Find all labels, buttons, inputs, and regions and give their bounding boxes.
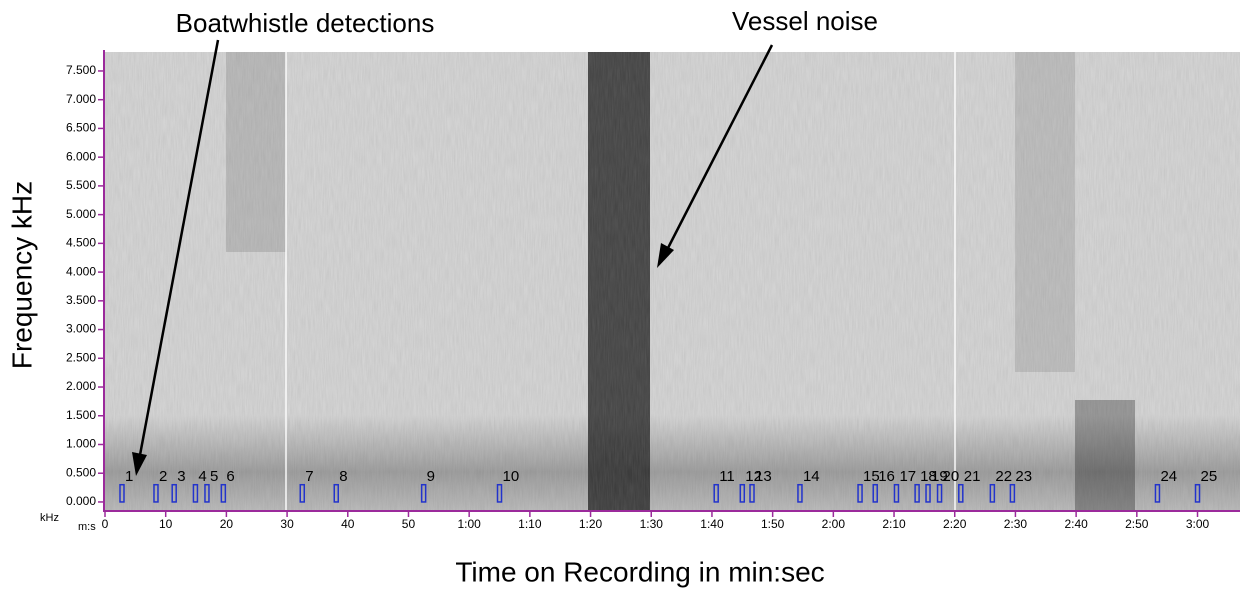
detection-marker xyxy=(204,483,210,503)
x-tick-label: 30 xyxy=(280,517,294,531)
y-tick-label: 4.500 xyxy=(66,236,96,250)
x-tick-label: 10 xyxy=(159,517,173,531)
x-tick-label: 40 xyxy=(341,517,355,531)
detection-marker xyxy=(925,483,931,503)
detection-label: 10 xyxy=(503,468,520,485)
x-tick-label: 3:00 xyxy=(1186,517,1210,531)
x-tick-label: 2:50 xyxy=(1125,517,1149,531)
detection-label: 21 xyxy=(964,468,981,485)
y-tick-label: 6.500 xyxy=(66,121,96,135)
detection-label: 17 xyxy=(899,468,916,485)
detection-marker xyxy=(1194,483,1201,503)
detection-label: 5 xyxy=(210,468,218,485)
detection-label: 12 xyxy=(745,468,762,485)
detection-marker xyxy=(713,483,719,503)
detection-marker xyxy=(958,483,964,503)
detection-marker xyxy=(872,483,878,503)
detection-marker xyxy=(989,483,996,503)
detection-label: 6 xyxy=(226,468,234,485)
detection-marker xyxy=(299,483,306,503)
x-tick-label: 50 xyxy=(402,517,416,531)
x-tick-label: 2:30 xyxy=(1004,517,1028,531)
annotation: Vessel noise xyxy=(732,6,878,36)
detection-marker xyxy=(220,483,227,503)
detection-marker xyxy=(333,483,339,503)
detection-label: 4 xyxy=(198,468,206,485)
x-tick-label: 1:50 xyxy=(761,517,785,531)
detection-marker xyxy=(797,483,803,503)
x-tick-label: 1:40 xyxy=(700,517,724,531)
annotation-arrow xyxy=(132,39,774,476)
x-axis-label: Time on Recording in min:sec xyxy=(455,556,824,587)
detection-label: 14 xyxy=(803,468,820,485)
y-unit: kHz xyxy=(40,512,59,524)
detection-label: 11 xyxy=(719,468,735,485)
x-tick-label: 20 xyxy=(220,517,234,531)
y-tick-label: 3.000 xyxy=(66,322,96,336)
y-axis-label: Frequency kHz xyxy=(6,181,37,369)
x-tick-label: 2:20 xyxy=(943,517,967,531)
y-tick-label: 0.000 xyxy=(66,494,96,508)
detection-marker xyxy=(739,483,746,503)
y-tick-label: 7.000 xyxy=(66,92,96,106)
detection-label: 18 xyxy=(920,468,937,485)
detection-marker xyxy=(171,483,177,503)
detection-label: 13 xyxy=(755,468,772,485)
detection-marker xyxy=(914,483,920,503)
y-tick-label: 3.500 xyxy=(66,293,96,307)
detection-marker xyxy=(192,483,199,503)
detection-label: 7 xyxy=(305,468,313,485)
y-tick-label: 4.000 xyxy=(66,264,96,278)
detection-marker xyxy=(749,483,755,503)
x-tick-label: 1:10 xyxy=(518,517,542,531)
y-tick-label: 2.500 xyxy=(66,350,96,364)
detection-marker xyxy=(893,483,900,503)
detection-marker xyxy=(857,483,863,503)
detection-label: 2 xyxy=(159,468,167,485)
x-tick-label: 2:10 xyxy=(882,517,906,531)
x-tick-label: 1:20 xyxy=(579,517,603,531)
detection-marker xyxy=(1009,483,1016,503)
y-tick-label: 7.500 xyxy=(66,63,96,77)
detection-label: 16 xyxy=(878,468,895,485)
x-tick-label: 2:40 xyxy=(1064,517,1088,531)
detection-label: 1 xyxy=(125,468,133,485)
detection-label: 25 xyxy=(1201,468,1218,485)
detection-marker xyxy=(119,483,125,503)
y-tick-label: 1.500 xyxy=(66,408,96,422)
x-tick-label: 2:00 xyxy=(822,517,846,531)
detection-label: 3 xyxy=(177,468,185,485)
detection-label: 20 xyxy=(943,468,960,485)
x-tick-label: 0 xyxy=(102,517,109,531)
detection-label: 22 xyxy=(995,468,1012,485)
detection-marker xyxy=(1154,483,1161,503)
y-tick-label: 5.000 xyxy=(66,207,96,221)
detection-marker xyxy=(936,483,943,503)
y-tick-label: 6.000 xyxy=(66,149,96,163)
spectrogram-image xyxy=(105,52,1240,510)
x-tick-label: 1:30 xyxy=(640,517,664,531)
y-tick-label: 2.000 xyxy=(66,379,96,393)
detection-label: 19 xyxy=(931,468,948,485)
x-unit: m:s xyxy=(78,521,96,533)
annotation: Boatwhistle detections xyxy=(176,8,435,38)
y-tick-label: 1.000 xyxy=(66,437,96,451)
detection-label: 9 xyxy=(427,468,435,485)
detection-marker xyxy=(153,483,159,503)
y-tick-label: 5.500 xyxy=(66,178,96,192)
detection-label: 8 xyxy=(339,468,347,485)
detection-marker xyxy=(496,483,503,503)
detection-label: 15 xyxy=(863,468,880,485)
y-tick-label: 0.500 xyxy=(66,465,96,479)
detection-label: 24 xyxy=(1160,468,1177,485)
detection-label: 23 xyxy=(1015,468,1032,485)
detection-marker xyxy=(420,483,427,503)
x-tick-label: 1:00 xyxy=(457,517,481,531)
